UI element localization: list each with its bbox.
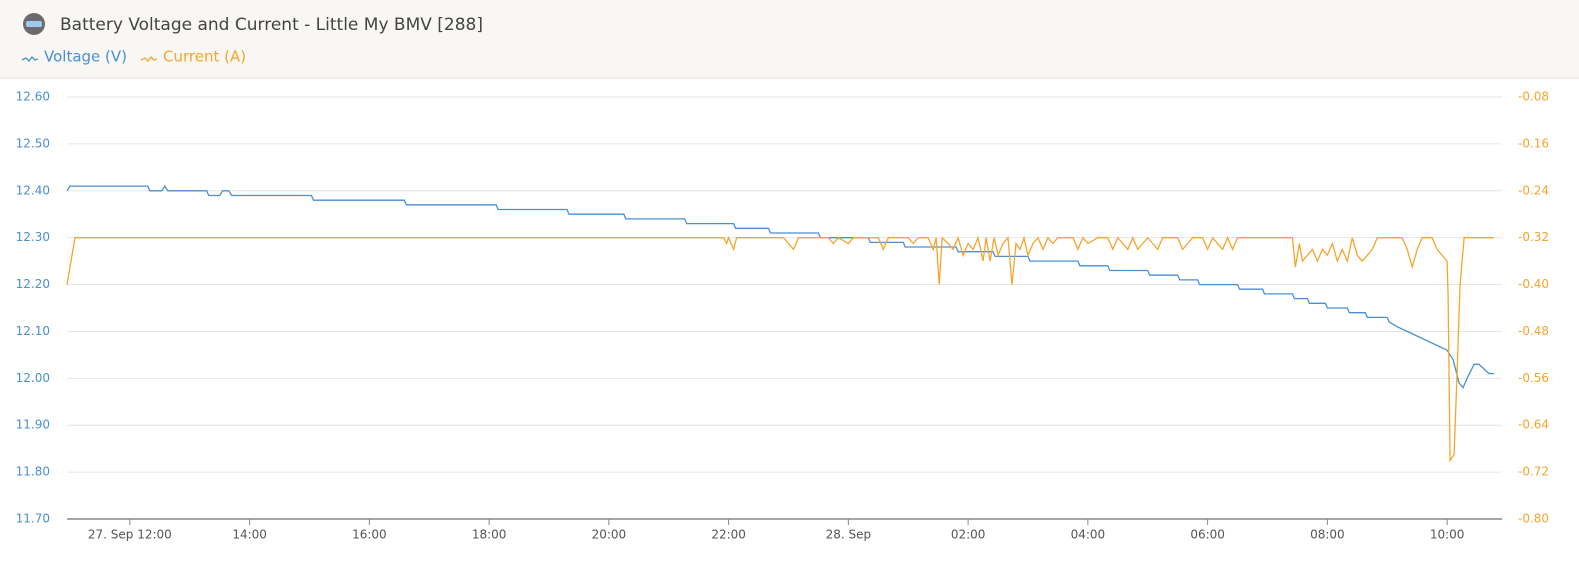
y2-tick-label: -0.32 [1518, 230, 1549, 244]
y-tick-label: 12.00 [16, 371, 50, 385]
legend: Voltage (V) Current (A) [21, 48, 246, 66]
series-line [66, 184, 1494, 389]
y-tick-label: 11.90 [16, 418, 50, 432]
y-tick-label: 12.10 [16, 324, 50, 338]
y-tick-label: 12.60 [16, 90, 50, 104]
header [0, 0, 1579, 78]
y-tick-label: 11.70 [16, 512, 50, 526]
x-tick-label: 02:00 [951, 528, 986, 542]
y2-tick-label: -0.40 [1518, 277, 1549, 291]
x-tick-label: 22:00 [711, 528, 746, 542]
x-tick-label: 14:00 [232, 528, 267, 542]
legend-icon [140, 56, 158, 62]
y2-tick-label: -0.16 [1518, 136, 1549, 150]
x-tick-label: 08:00 [1310, 528, 1345, 542]
x-tick-label: 20:00 [592, 528, 627, 542]
legend-label: Voltage (V) [44, 48, 127, 66]
y-tick-label: 12.50 [16, 136, 50, 150]
chart-title: Battery Voltage and Current - Little My … [60, 15, 483, 35]
y-tick-label: 12.20 [16, 277, 50, 291]
series-line [66, 235, 1494, 463]
y2-tick-label: -0.72 [1518, 465, 1549, 479]
y2-tick-label: -0.64 [1518, 418, 1549, 432]
y2-tick-label: -0.56 [1518, 371, 1549, 385]
y2-tick-label: -0.08 [1518, 90, 1549, 104]
y2-tick-label: -0.24 [1518, 183, 1549, 197]
y2-tick-label: -0.48 [1518, 324, 1549, 338]
legend-icon [21, 56, 39, 62]
x-tick-label: 06:00 [1190, 528, 1225, 542]
device-icon-screen [26, 21, 42, 27]
y-tick-label: 11.80 [16, 465, 50, 479]
x-tick-label: 04:00 [1071, 528, 1106, 542]
x-tick-label: 27. Sep 12:00 [88, 528, 172, 542]
y-tick-label: 12.40 [16, 183, 50, 197]
y2-tick-label: -0.80 [1518, 512, 1549, 526]
x-tick-label: 10:00 [1430, 528, 1465, 542]
y-tick-label: 12.30 [16, 230, 50, 244]
x-tick-label: 16:00 [352, 528, 387, 542]
x-tick-label: 28. Sep [826, 528, 872, 542]
legend-label: Current (A) [163, 48, 246, 66]
x-tick-label: 18:00 [472, 528, 507, 542]
